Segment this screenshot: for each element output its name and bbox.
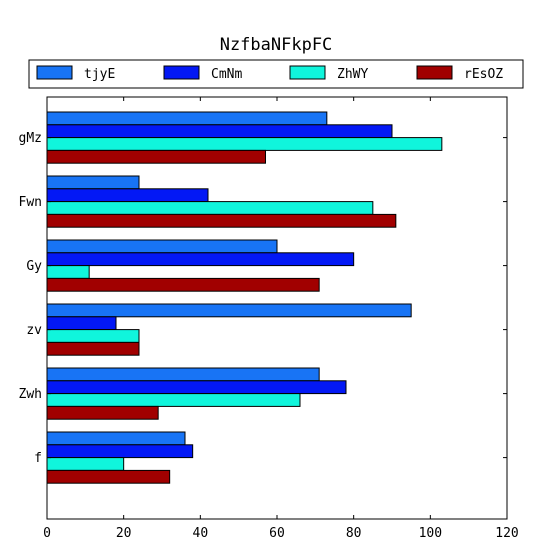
- bar-zhwy-fwn: [46, 201, 374, 215]
- legend-swatch-tjye: [36, 65, 73, 80]
- legend-swatch-resoz: [416, 65, 453, 80]
- x-tick-label: 40: [193, 526, 209, 541]
- bar-resoz-gmz: [46, 149, 266, 164]
- bar-tjye-zv: [46, 303, 412, 318]
- x-tick-label: 20: [116, 526, 132, 541]
- bar-cmnm-zwh: [46, 380, 347, 395]
- legend-label-tjye: tjyE: [84, 67, 115, 82]
- x-tick-label: 0: [43, 526, 51, 541]
- bar-zhwy-gy: [46, 265, 90, 279]
- bar-tjye-zwh: [46, 367, 320, 382]
- bar-resoz-fwn: [46, 213, 397, 228]
- x-tick-label: 60: [269, 526, 285, 541]
- legend-label-zhwy: ZhWY: [337, 67, 368, 82]
- bar-resoz-zwh: [46, 405, 159, 420]
- bar-cmnm-gmz: [46, 124, 393, 139]
- bar-tjye-gmz: [46, 111, 328, 126]
- bar-tjye-gy: [46, 239, 278, 254]
- legend-label-resoz: rEsOZ: [464, 67, 503, 82]
- legend-label-cmnm: CmNm: [211, 67, 242, 82]
- y-tick-label-fwn: Fwn: [19, 195, 42, 210]
- legend: tjyE CmNm ZhWY rEsOZ: [28, 59, 524, 89]
- y-tick-label-gy: Gy: [26, 259, 42, 274]
- bar-zhwy-gmz: [46, 137, 443, 151]
- bar-cmnm-f: [46, 444, 194, 459]
- bar-zhwy-zwh: [46, 393, 301, 407]
- bar-tjye-fwn: [46, 175, 140, 190]
- x-tick-label: 100: [419, 526, 442, 541]
- y-axis: gMz Fwn Gy zv Zwh f: [19, 131, 507, 466]
- bar-zhwy-zv: [46, 329, 140, 343]
- bar-tjye-f: [46, 431, 186, 446]
- bar-resoz-zv: [46, 341, 140, 356]
- y-tick-label-zwh: Zwh: [19, 387, 42, 402]
- bar-resoz-f: [46, 469, 171, 484]
- legend-swatch-zhwy: [289, 65, 326, 80]
- y-tick-label-zv: zv: [26, 323, 42, 338]
- bar-resoz-gy: [46, 277, 320, 292]
- legend-swatch-cmnm: [163, 65, 200, 80]
- bar-cmnm-zv: [46, 316, 117, 331]
- bar-cmnm-gy: [46, 252, 355, 267]
- x-tick-label: 120: [495, 526, 518, 541]
- y-tick-label-gmz: gMz: [19, 131, 42, 146]
- bar-zhwy-f: [46, 457, 125, 471]
- x-axis: 0 20 40 60 80 100 120: [43, 97, 519, 541]
- x-tick-label: 80: [346, 526, 362, 541]
- chart-title: NzfbaNFkpFC: [220, 35, 333, 55]
- bar-cmnm-fwn: [46, 188, 209, 203]
- y-tick-label-f: f: [34, 451, 42, 466]
- bars-layer: [46, 111, 443, 484]
